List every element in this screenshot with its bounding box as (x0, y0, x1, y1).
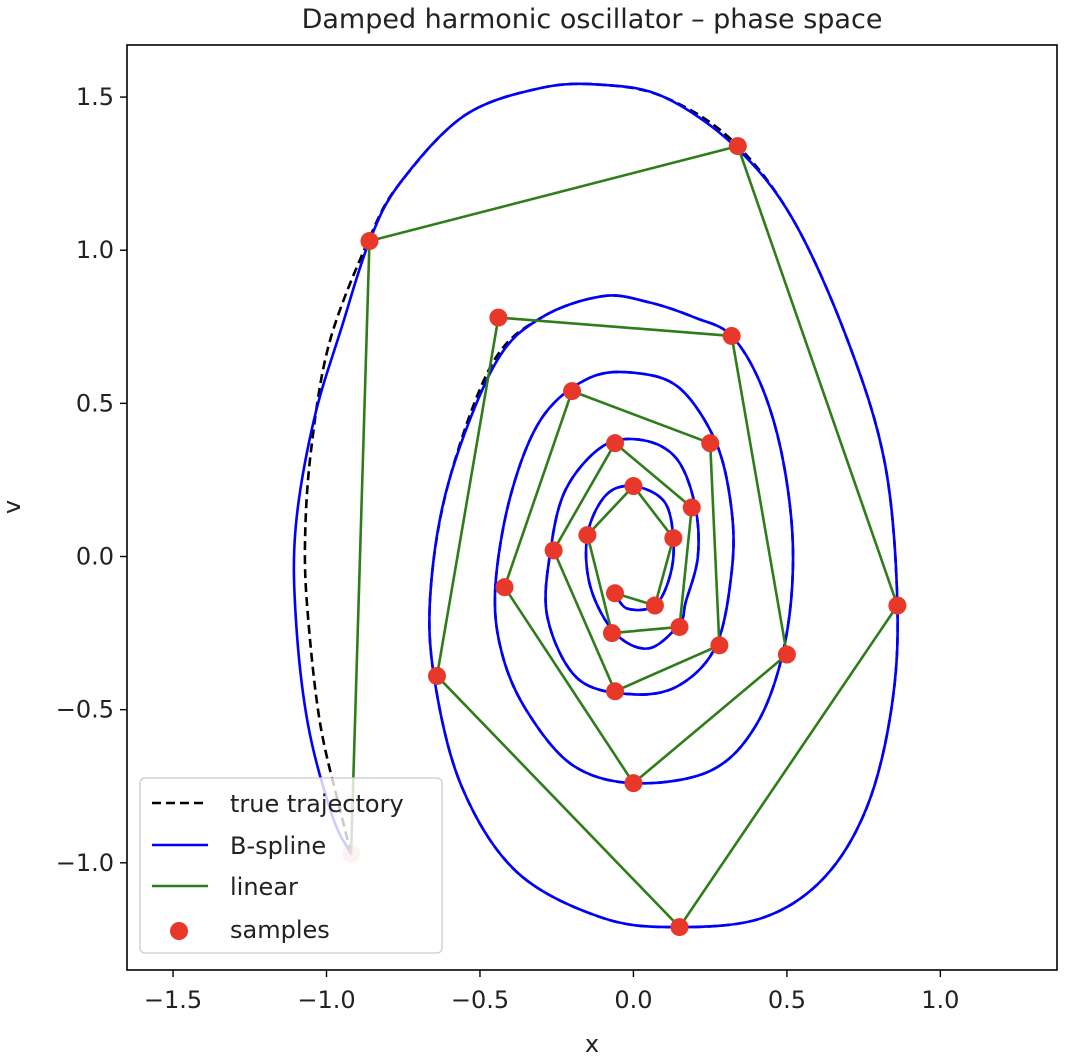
y-tick-label: 1.0 (76, 236, 114, 264)
sample-point-4 (670, 918, 689, 937)
sample-point-22 (664, 529, 683, 548)
sample-point-21 (624, 477, 643, 496)
x-axis-label: x (585, 1030, 599, 1058)
sample-point-18 (670, 617, 689, 636)
sample-point-15 (544, 541, 563, 560)
sample-point-1 (360, 232, 379, 251)
sample-point-11 (563, 382, 582, 401)
legend-samples-label: samples (230, 916, 330, 944)
series-b-spline-line (292, 82, 899, 929)
sample-point-14 (606, 682, 625, 701)
sample-point-20 (578, 526, 597, 545)
sample-point-2 (728, 137, 747, 156)
sample-point-8 (777, 645, 796, 664)
y-axis-label: v (0, 500, 26, 514)
sample-point-5 (428, 666, 446, 685)
legend-bspline-label: B-spline (230, 832, 326, 860)
axes-frame (126, 44, 1058, 971)
sample-point-19 (602, 624, 621, 643)
legend-samples-swatch (170, 922, 188, 940)
sample-point-9 (624, 774, 643, 793)
sample-point-17 (682, 498, 701, 517)
y-tick-label: −0.5 (56, 696, 114, 724)
plot-area (292, 82, 907, 937)
y-tick-label: 1.5 (76, 83, 114, 111)
x-tick-label: 1.0 (921, 986, 959, 1014)
sample-point-3 (888, 596, 907, 615)
sample-point-12 (701, 434, 720, 453)
sample-point-10 (495, 578, 514, 597)
legend-linear-label: linear (230, 873, 298, 901)
x-tick-label: 0.5 (768, 986, 806, 1014)
sample-point-16 (606, 434, 625, 453)
chart-title: Damped harmonic oscillator – phase space (302, 4, 883, 35)
legend-true-trajectory-label: true trajectory (230, 790, 404, 818)
sample-point-6 (489, 308, 508, 327)
sample-point-23 (645, 596, 664, 615)
sample-point-7 (722, 326, 741, 345)
legend: true trajectory B-spline linear samples (139, 777, 443, 954)
y-tick-label: 0.0 (76, 543, 114, 571)
sample-point-13 (710, 636, 729, 655)
y-tick-label: 0.5 (76, 389, 114, 417)
sample-point-24 (606, 584, 625, 603)
x-tick-label: −1.0 (297, 986, 355, 1014)
axes: −1.5 −1.0 −0.5 0.0 0.5 1.0 1.5 1.0 0.5 0.0 −0.5 −1.… (56, 83, 960, 1014)
x-tick-label: −0.5 (451, 986, 509, 1014)
x-tick-label: 0.0 (614, 986, 652, 1014)
x-tick-label: −1.5 (144, 986, 202, 1014)
y-tick-label: −1.0 (56, 849, 114, 877)
legend-box (139, 777, 443, 954)
